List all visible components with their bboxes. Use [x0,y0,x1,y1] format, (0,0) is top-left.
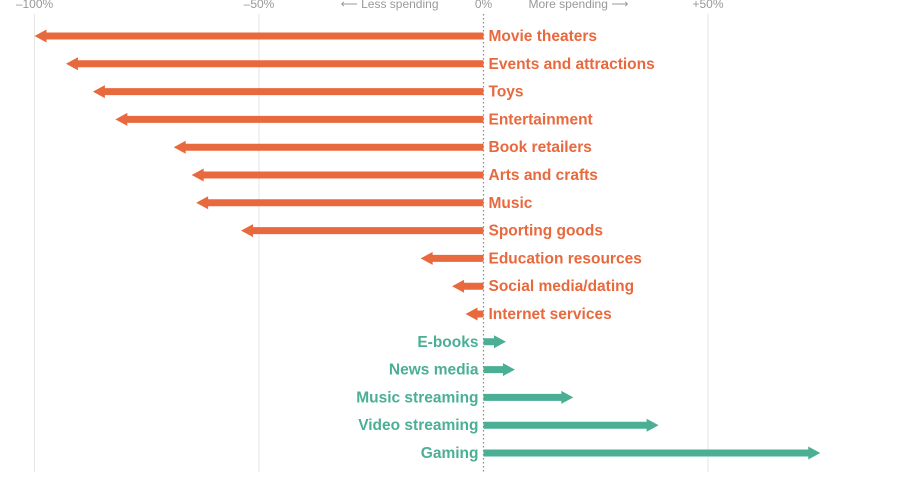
bar-arrow [452,279,484,293]
category-label: News media [389,362,479,379]
category-label: Social media/dating [489,278,635,295]
bars [34,29,821,460]
category-label: Gaming [421,445,479,462]
bar-arrow [483,335,506,349]
bar-arrow [420,251,484,265]
bar-arrow [196,196,484,210]
category-label: Events and attractions [489,56,655,73]
bar-arrow [483,418,659,432]
bar-arrow [465,307,484,321]
grid-lines [34,14,709,472]
bar-arrow [241,224,484,238]
category-label: Toys [489,84,524,101]
bar-arrow [483,363,515,377]
x-tick-label: –100% [16,0,54,11]
category-label: Music streaming [356,389,478,406]
bar-arrow [483,446,821,460]
category-label: Arts and crafts [489,167,598,184]
bar-arrow [115,112,484,126]
category-label: Music [489,195,533,212]
bar-arrow [191,168,484,182]
category-label: Internet services [489,306,612,323]
category-label: Book retailers [489,139,592,156]
x-tick-label: 0% [475,0,493,11]
category-labels: Movie theaters Events and attractions Toys… [356,28,655,462]
bar-arrow [65,57,484,71]
category-label: Sporting goods [489,223,604,240]
x-tick-label: –50% [244,0,275,11]
bar-arrow [483,390,574,404]
less-spending-label: ⟵ Less spending [341,0,439,11]
category-label: Video streaming [358,417,478,434]
category-label: Education resources [489,250,642,267]
category-label: E-books [417,334,478,351]
category-label: Entertainment [489,111,593,128]
bar-arrow [173,140,484,154]
bar-arrow [34,29,484,43]
bar-arrow [92,85,484,99]
x-tick-label: +50% [692,0,723,11]
x-axis-ticks: –100%–50%0%+50%+ [16,0,724,11]
category-label: Movie theaters [489,28,598,45]
more-spending-label: More spending ⟶ [529,0,629,11]
